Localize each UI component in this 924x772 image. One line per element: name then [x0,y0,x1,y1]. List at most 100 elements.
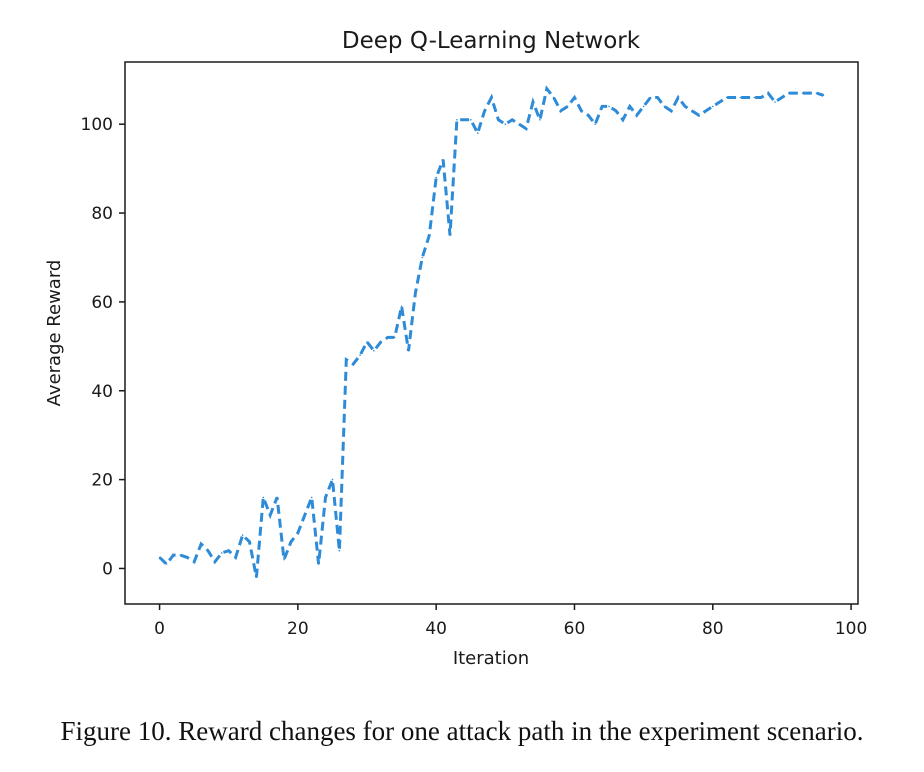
data-point [656,96,659,99]
plot-area-frame [124,61,859,605]
data-point [476,132,479,134]
data-point [317,563,320,565]
data-point [739,96,742,99]
data-point [234,556,237,559]
data-point [677,96,679,99]
data-point [352,363,355,365]
data-point [290,541,292,543]
data-point [649,96,652,99]
data-point [629,105,631,108]
data-point [608,105,610,108]
data-point [490,96,493,99]
data-point [753,96,756,99]
data-point [269,514,272,516]
data-point [483,110,486,112]
y-tick-label: 20 [91,471,113,491]
data-point [788,92,790,94]
data-point [732,96,735,99]
data-point [712,105,714,108]
data-point [248,541,251,543]
data-point [366,341,368,343]
data-point [241,534,244,536]
data-point [435,176,438,179]
data-point [808,92,811,94]
data-point [781,96,783,99]
data-point [338,549,341,552]
data-point [497,119,500,121]
data-point [580,110,583,112]
data-point [221,552,223,554]
y-tick-label: 40 [91,382,113,402]
data-point [207,549,209,552]
data-point [393,336,396,339]
data-point [304,514,306,516]
data-point [518,123,520,125]
data-point [663,105,666,108]
data-point [760,96,762,99]
data-point [380,341,382,343]
data-point [200,543,202,545]
x-tick-label: 20 [287,619,309,639]
data-point [718,101,721,103]
y-tick-label: 100 [81,115,113,135]
data-point [400,305,403,308]
data-point [566,105,569,108]
data-point [449,234,451,237]
x-tick-label: 80 [702,619,724,639]
x-tick-label: 100 [835,619,867,639]
data-point [698,114,700,117]
chart-title: Deep Q-Learning Network [342,28,641,54]
data-point [532,101,534,103]
data-point [539,119,541,121]
data-point [324,496,327,499]
data-point [615,110,617,112]
data-point [456,119,458,121]
data-point [214,561,216,563]
data-point [179,554,182,556]
data-point [407,350,410,352]
data-point [158,556,161,559]
data-point [442,158,444,161]
data-point [691,110,693,112]
data-point [642,105,645,108]
data-point [421,256,424,259]
data-point [552,96,555,99]
data-point [815,92,818,94]
data-point [255,576,258,579]
data-point [470,119,472,121]
data-point [767,92,769,94]
data-point [822,94,825,97]
data-point [801,92,804,94]
data-point [705,110,707,112]
data-point [331,478,334,481]
data-point [262,496,265,499]
x-axis-label: Iteration [453,648,529,669]
y-tick-label: 0 [102,559,113,579]
data-point [504,123,507,125]
data-point [276,496,278,499]
reward-series-line [158,85,824,578]
data-point [310,496,313,499]
data-point [573,96,576,99]
x-tick-label: 40 [425,619,447,639]
figure-caption: Figure 10. Reward changes for one attack… [60,716,864,746]
data-point [463,119,465,121]
data-point [601,105,603,108]
data-point [559,110,562,112]
y-tick-label: 80 [91,204,113,224]
x-tick-label: 60 [564,619,586,639]
data-point [165,563,168,565]
data-point [172,554,175,556]
data-point [795,92,797,94]
data-point [387,336,389,339]
y-axis-label: Average Reward [44,260,65,407]
x-tick-label: 0 [154,619,165,639]
reward-line-chart: Deep Q-Learning Network 0 20 40 60 80 100 0 20 4… [44,28,867,669]
data-point [622,119,624,121]
data-point [525,127,527,130]
data-point [414,292,417,294]
data-point [359,354,361,357]
data-point [594,123,596,125]
data-point [684,105,686,108]
data-point [511,119,513,121]
